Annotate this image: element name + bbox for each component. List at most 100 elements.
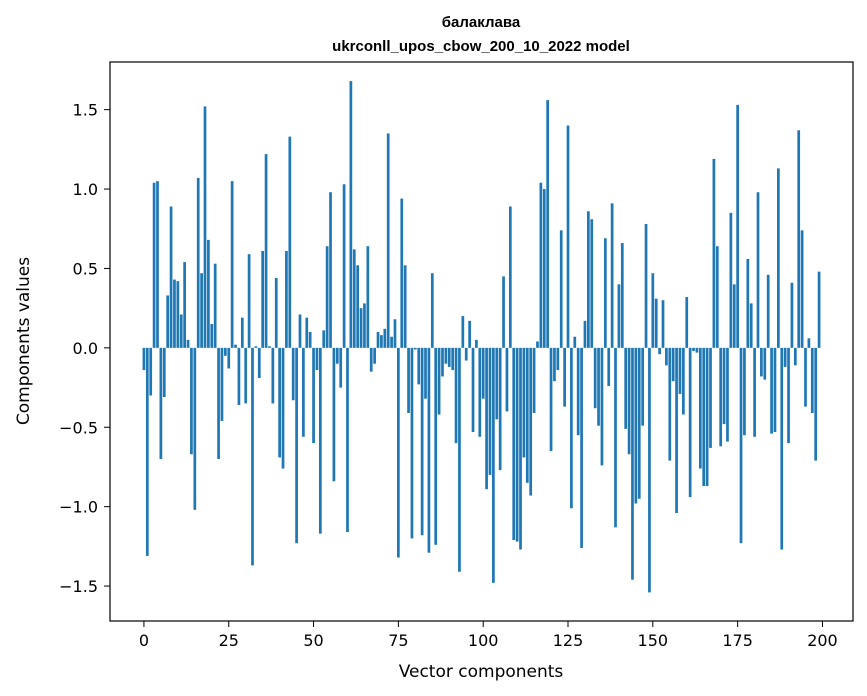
y-tick-label: 0.0 xyxy=(73,339,98,358)
bar-130 xyxy=(583,320,587,348)
bar-38 xyxy=(271,347,275,404)
bar-79 xyxy=(410,347,414,539)
bar-45 xyxy=(295,347,298,544)
y-tick-label: −1.5 xyxy=(59,577,98,596)
bar-165 xyxy=(702,347,706,487)
bar-69 xyxy=(376,331,380,348)
x-tick-label: 200 xyxy=(807,631,838,650)
bar-126 xyxy=(570,347,573,509)
y-tick-label: 0.5 xyxy=(73,259,98,278)
bar-174 xyxy=(732,284,736,348)
bar-139 xyxy=(614,347,617,528)
bar-173 xyxy=(729,212,733,348)
bar-106 xyxy=(502,276,505,348)
bar-76 xyxy=(400,198,404,348)
bar-129 xyxy=(580,347,583,548)
bar-87 xyxy=(437,347,441,415)
bar-20 xyxy=(210,324,214,348)
bar-18 xyxy=(203,106,207,348)
bar-145 xyxy=(634,347,638,504)
bar-56 xyxy=(332,347,336,482)
bar-7 xyxy=(166,295,170,348)
bar-29 xyxy=(240,317,244,348)
bar-177 xyxy=(743,347,746,436)
bar-19 xyxy=(207,239,210,348)
bar-191 xyxy=(790,282,794,348)
bar-85 xyxy=(430,273,434,348)
bar-109 xyxy=(512,347,516,541)
bar-117 xyxy=(539,182,543,348)
bar-10 xyxy=(176,281,180,348)
bar-63 xyxy=(356,265,360,348)
bar-194 xyxy=(800,230,804,348)
bar-24 xyxy=(223,347,227,356)
bar-187 xyxy=(777,168,780,348)
x-axis-label: Vector components xyxy=(399,662,564,682)
bar-120 xyxy=(549,347,553,452)
bar-77 xyxy=(403,265,407,348)
bar-180 xyxy=(753,347,756,437)
bar-162 xyxy=(692,347,695,352)
bar-84 xyxy=(427,347,431,553)
y-tick-label: −0.5 xyxy=(59,418,98,437)
bar-197 xyxy=(810,347,814,413)
x-tick-label: 75 xyxy=(388,631,408,650)
x-tick-label: 0 xyxy=(139,631,149,650)
bar-57 xyxy=(335,347,339,364)
bar-196 xyxy=(807,338,811,348)
bar-21 xyxy=(213,263,217,348)
bar-59 xyxy=(342,184,346,348)
bar-2 xyxy=(149,347,153,396)
bar-17 xyxy=(200,273,203,348)
bar-159 xyxy=(682,347,685,415)
bar-64 xyxy=(359,308,363,348)
bar-163 xyxy=(695,347,699,353)
bar-169 xyxy=(715,246,719,348)
bar-156 xyxy=(671,347,675,382)
bar-136 xyxy=(603,238,607,348)
bar-125 xyxy=(566,125,570,348)
bar-143 xyxy=(627,347,631,455)
plot-frame xyxy=(109,61,854,622)
bar-23 xyxy=(220,347,224,421)
bar-112 xyxy=(522,347,526,458)
bar-185 xyxy=(770,347,773,434)
bar-144 xyxy=(631,347,634,580)
bar-98 xyxy=(475,339,478,348)
bar-47 xyxy=(302,347,305,437)
bar-42 xyxy=(285,250,288,348)
bar-30 xyxy=(244,347,248,404)
bar-176 xyxy=(739,347,743,544)
bar-88 xyxy=(441,347,444,377)
bar-184 xyxy=(766,274,770,348)
bar-154 xyxy=(665,347,668,366)
y-tick-label: −1.0 xyxy=(59,498,98,517)
bar-68 xyxy=(373,347,376,364)
bar-170 xyxy=(719,347,723,447)
bar-111 xyxy=(519,347,522,550)
bar-34 xyxy=(257,347,261,379)
bar-58 xyxy=(339,347,343,388)
x-tick-label: 100 xyxy=(468,631,499,650)
bar-192 xyxy=(793,347,797,366)
bar-37 xyxy=(268,346,271,348)
bar-39 xyxy=(274,277,278,348)
bar-164 xyxy=(698,347,702,469)
bar-128 xyxy=(576,347,580,436)
bar-44 xyxy=(291,347,295,401)
bar-182 xyxy=(760,347,763,377)
bar-27 xyxy=(234,344,237,348)
bar-186 xyxy=(773,347,777,433)
bar-72 xyxy=(386,133,390,348)
bar-6 xyxy=(162,347,166,398)
bar-48 xyxy=(305,317,309,348)
bar-108 xyxy=(508,206,512,348)
bar-26 xyxy=(230,181,234,348)
bars-group xyxy=(142,81,821,593)
bar-147 xyxy=(641,347,645,426)
bar-4 xyxy=(156,181,159,348)
bar-181 xyxy=(756,192,760,348)
bar-141 xyxy=(620,243,624,348)
bar-15 xyxy=(193,347,197,510)
